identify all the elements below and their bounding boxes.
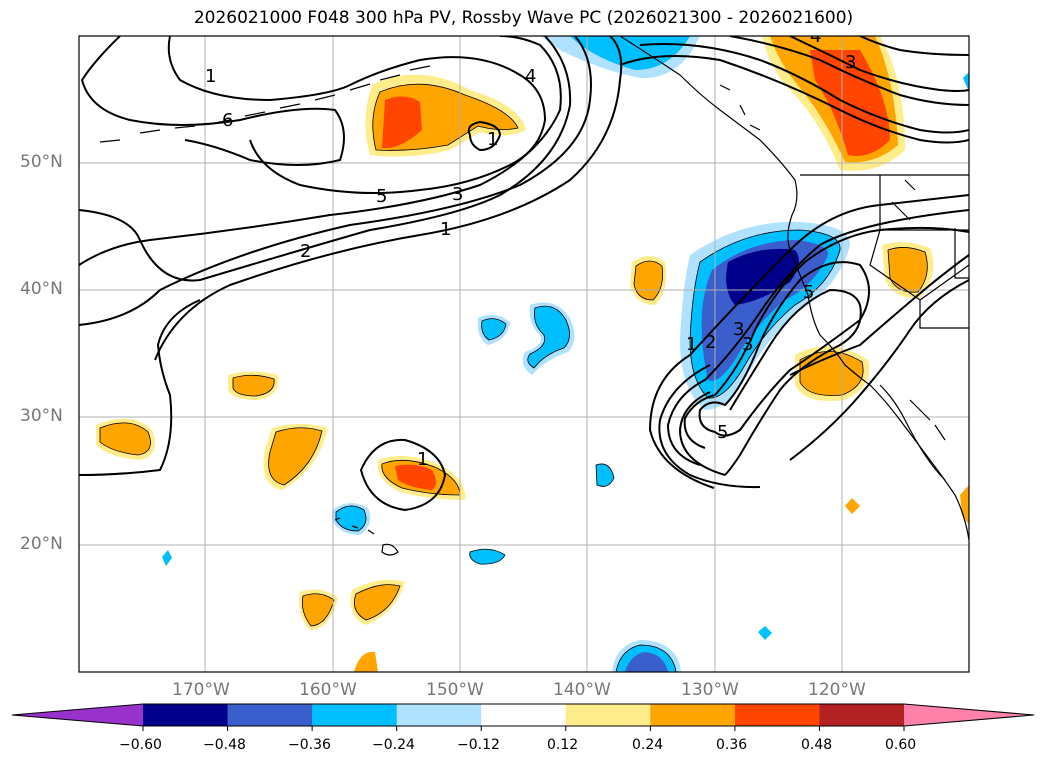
lon-label-120w: 120°W <box>808 680 866 700</box>
lon-label-160w: 160°W <box>299 680 357 700</box>
colorbar-tick-label: −0.60 <box>119 737 162 753</box>
colorbar-bin <box>143 704 229 726</box>
colorbar-bin <box>565 704 651 726</box>
contour-label: 3 <box>742 334 753 355</box>
contour-label: 3 <box>733 319 744 340</box>
colorbar-extend-low <box>12 704 143 726</box>
contour-label: 4 <box>525 66 536 87</box>
lat-label-20n: 20°N <box>20 534 63 554</box>
lat-label-40n: 40°N <box>20 279 63 299</box>
colorbar-extend-high <box>904 704 1034 726</box>
colorbar-tick-label: 0.36 <box>716 737 748 753</box>
colorbar-bin <box>312 704 398 726</box>
colorbar <box>11 703 1035 731</box>
colorbar-tick-label: −0.24 <box>372 737 415 753</box>
colorbar-tick-label: 0.12 <box>547 737 579 753</box>
contour-labels: 1 6 4 5 3 2 1 1 3 3 2 1 5 5 1 4 3 <box>205 26 856 470</box>
lon-label-150w: 150°W <box>426 680 484 700</box>
pv-contours <box>79 36 969 512</box>
colorbar-bin <box>396 704 482 726</box>
lon-label-170w: 170°W <box>172 680 230 700</box>
colorbar-tick-label: −0.48 <box>203 737 246 753</box>
contour-label: 5 <box>717 422 728 443</box>
colorbar-bin <box>650 704 736 726</box>
colorbar-tick-label: 0.48 <box>801 737 833 753</box>
contour-label: 6 <box>222 110 233 131</box>
hawaii-islands <box>334 517 399 556</box>
lon-label-130w: 130°W <box>681 680 739 700</box>
baja-coast <box>879 384 946 481</box>
contour-label: 1 <box>205 66 216 87</box>
colorbar-tick-label: −0.36 <box>288 737 331 753</box>
gridlines <box>79 36 969 672</box>
contour-label: 1 <box>487 129 498 150</box>
map-area: 1 6 4 5 3 2 1 1 3 3 2 1 5 5 1 4 3 <box>79 26 969 672</box>
contour-label: 2 <box>705 332 716 353</box>
contour-label: 2 <box>300 241 311 262</box>
colorbar-tick-label: 0.24 <box>632 737 664 753</box>
contour-label: 3 <box>845 52 856 73</box>
contour-label: 5 <box>803 282 814 303</box>
contour-label: 3 <box>452 184 463 205</box>
colorbar-bin <box>481 704 567 726</box>
colorbar-bin <box>227 704 313 726</box>
lat-label-30n: 30°N <box>20 406 63 426</box>
state-borders <box>869 175 969 329</box>
lat-label-50n: 50°N <box>20 152 63 172</box>
contour-label: 4 <box>810 26 821 47</box>
contour-label: 5 <box>376 186 387 207</box>
colorbar-bin <box>819 704 905 726</box>
colorbar-bin <box>734 704 820 726</box>
colorbar-tick-label: 0.60 <box>885 737 917 753</box>
colorbar-tick-label: −0.12 <box>457 737 500 753</box>
contour-label: 1 <box>686 334 697 355</box>
map-frame <box>78 35 970 673</box>
lon-label-140w: 140°W <box>553 680 611 700</box>
contour-label: 1 <box>417 449 428 470</box>
map-title: 2026021000 F048 300 hPa PV, Rossby Wave … <box>193 8 854 28</box>
contour-label: 1 <box>440 219 451 240</box>
